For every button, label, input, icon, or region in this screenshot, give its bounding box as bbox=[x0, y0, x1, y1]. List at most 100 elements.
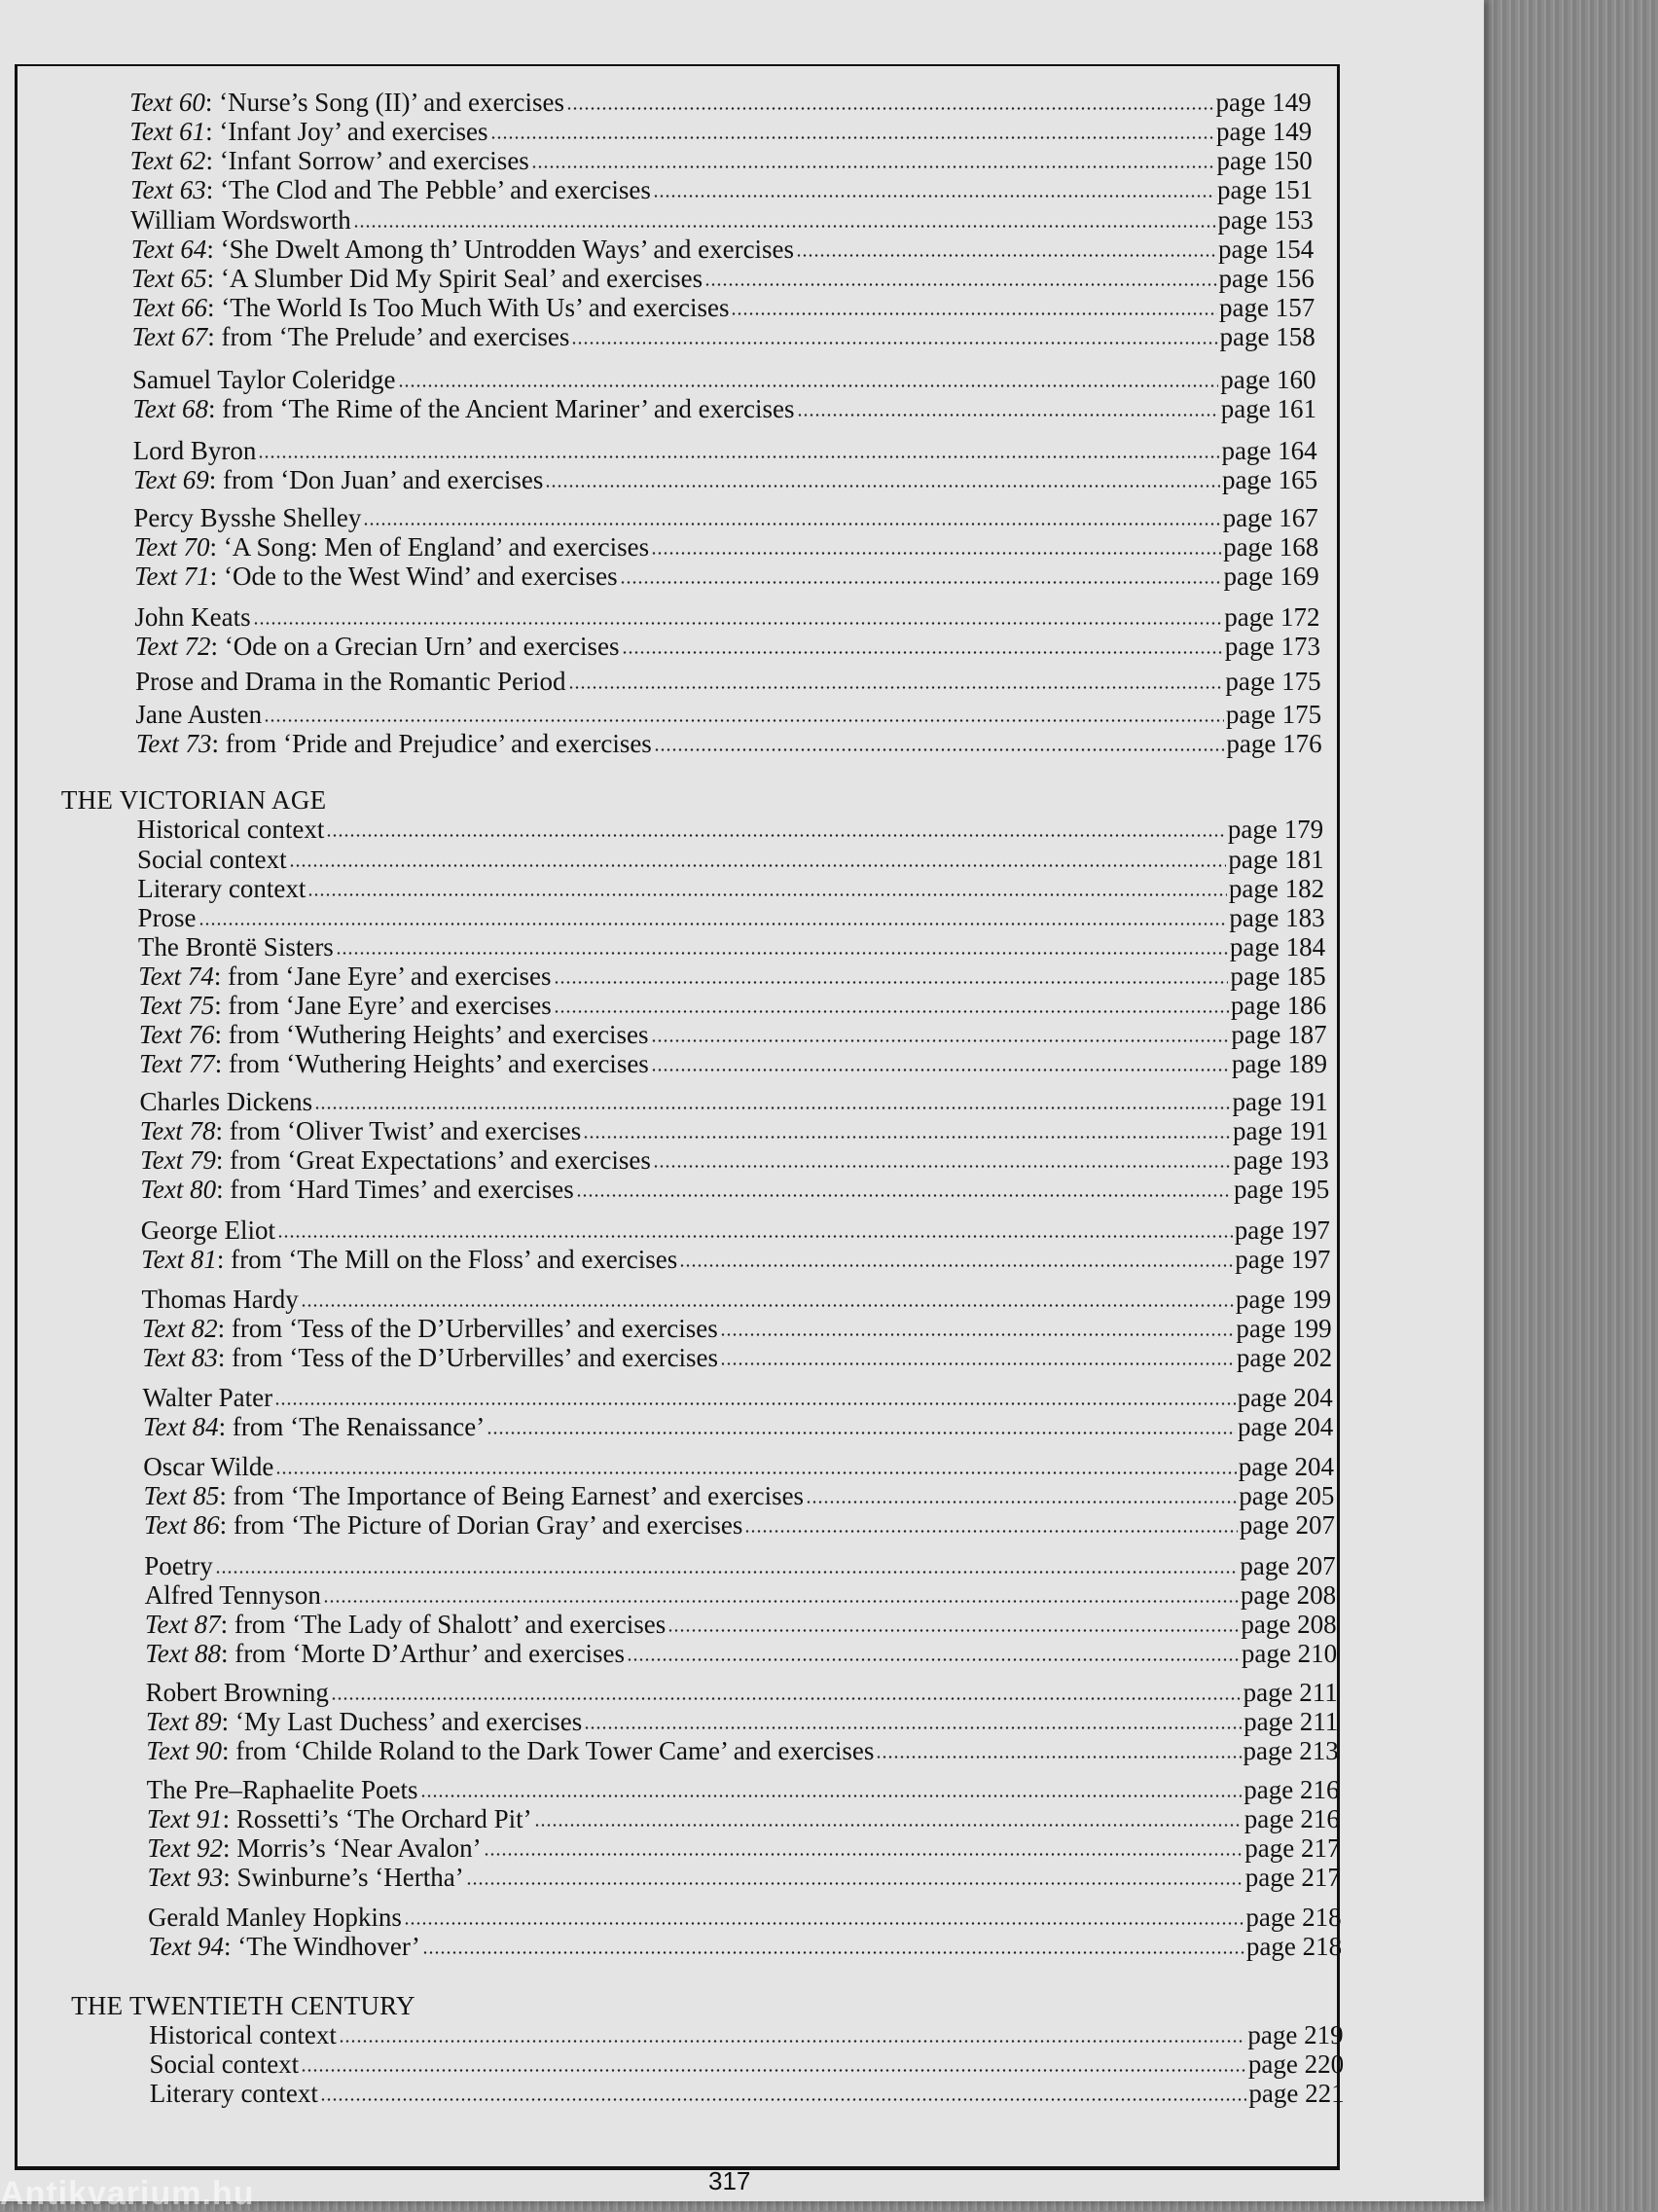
entry-page: page 208 bbox=[1240, 1579, 1337, 1610]
toc-entry: Text 85: from ‘The Importance of Being E… bbox=[144, 1482, 1335, 1509]
dot-leader bbox=[679, 1263, 1234, 1267]
dot-leader bbox=[731, 312, 1217, 316]
dot-leader bbox=[619, 581, 1222, 585]
entry-title: : ‘The Clod and The Pebble’ and exercise… bbox=[205, 174, 651, 204]
entry-title: : from ‘Morte D’Arthur’ and exercises bbox=[220, 1638, 626, 1668]
entry-title: : from ‘The Rime of the Ancient Mariner’… bbox=[208, 394, 795, 424]
entry-page: page 216 bbox=[1244, 1804, 1340, 1834]
dot-leader bbox=[744, 1530, 1238, 1534]
entry-page: page 149 bbox=[1216, 116, 1313, 146]
entry-page: page 165 bbox=[1221, 464, 1318, 494]
text-number: Text 81 bbox=[141, 1244, 217, 1274]
dot-leader bbox=[264, 718, 1224, 722]
entry-title: : ‘Nurse’s Song (II)’ and exercises bbox=[204, 87, 564, 117]
entry-page: page 208 bbox=[1241, 1609, 1337, 1639]
toc-entry: Text 70: ‘A Song: Men of England’ and ex… bbox=[134, 533, 1319, 561]
entry-title: : Morris’s ‘Near Avalon’ bbox=[222, 1833, 482, 1864]
entry-page: page 168 bbox=[1223, 532, 1319, 562]
dot-leader bbox=[652, 194, 1215, 198]
text-number: Text 61 bbox=[129, 116, 206, 146]
entry-title: : Swinburne’s ‘Hertha’ bbox=[223, 1863, 464, 1893]
toc-entry: Literary context page 221 bbox=[150, 2080, 1345, 2107]
text-number: Text 88 bbox=[145, 1638, 221, 1668]
entry-title: Thomas Hardy bbox=[141, 1284, 299, 1314]
entry-title: : from ‘Childe Roland to the Dark Tower … bbox=[221, 1736, 875, 1766]
entry-page: page 154 bbox=[1218, 235, 1315, 265]
toc-entry: Literary context page 182 bbox=[137, 875, 1324, 902]
dot-leader bbox=[319, 2097, 1247, 2101]
entry-page: page 199 bbox=[1235, 1284, 1332, 1314]
entry-title: : ‘My Last Duchess’ and exercises bbox=[221, 1707, 583, 1737]
toc-entry: Text 65: ‘A Slumber Did My Spirit Seal’ … bbox=[131, 265, 1315, 292]
toc-entry: Alfred Tennyson page 208 bbox=[145, 1581, 1337, 1609]
toc-entry: William Wordsworth page 153 bbox=[130, 206, 1313, 234]
dot-leader bbox=[650, 1068, 1230, 1071]
entry-page: page 176 bbox=[1226, 728, 1322, 758]
text-number: Text 72 bbox=[134, 631, 211, 661]
entry-page: page 185 bbox=[1230, 961, 1326, 991]
entry-page: page 217 bbox=[1244, 1833, 1341, 1864]
entry-page: page 182 bbox=[1228, 873, 1325, 903]
toc-entry: Text 80: from ‘Hard Times’ and exercises… bbox=[140, 1176, 1329, 1203]
section-heading: THE VICTORIAN AGE bbox=[60, 785, 327, 816]
toc-entry: Social context page 181 bbox=[137, 846, 1324, 873]
entry-title: : ‘Ode on a Grecian Urn’ and exercises bbox=[210, 631, 620, 661]
dot-leader bbox=[583, 1136, 1232, 1140]
dot-leader bbox=[214, 1570, 1239, 1574]
entry-page: page 173 bbox=[1224, 631, 1320, 661]
dot-leader bbox=[198, 922, 1228, 925]
entry-title: Prose bbox=[137, 902, 197, 932]
toc-entry: Text 88: from ‘Morte D’Arthur’ and exerc… bbox=[145, 1640, 1337, 1667]
dot-leader bbox=[575, 1194, 1232, 1198]
toc-entry: Walter Pater page 204 bbox=[143, 1384, 1333, 1411]
entry-title: George Eliot bbox=[140, 1215, 276, 1245]
toc-entry: Text 64: ‘She Dwelt Among th’ Untrodden … bbox=[131, 236, 1315, 263]
entry-title: : Rossetti’s ‘The Orchard Pit’ bbox=[222, 1804, 532, 1834]
entry-title: : from ‘Pride and Prejudice’ and exercis… bbox=[211, 728, 652, 758]
entry-page: page 191 bbox=[1232, 1087, 1328, 1117]
dot-leader bbox=[300, 1303, 1234, 1307]
toc-entry: Historical context page 219 bbox=[149, 2021, 1343, 2049]
dot-leader bbox=[314, 1106, 1231, 1110]
dot-leader bbox=[275, 1471, 1237, 1475]
dot-leader bbox=[403, 1921, 1244, 1925]
entry-page: page 217 bbox=[1244, 1863, 1341, 1893]
text-number: Text 65 bbox=[130, 264, 207, 294]
toc-entry: Gerald Manley Hopkins page 218 bbox=[148, 1904, 1342, 1931]
toc-entry: Charles Dickens page 191 bbox=[139, 1088, 1327, 1115]
entry-page: page 211 bbox=[1243, 1678, 1338, 1708]
toc-entry: John Keats page 172 bbox=[134, 603, 1319, 631]
entry-title: Poetry bbox=[144, 1550, 213, 1580]
toc-entry: The Brontë Sisters page 184 bbox=[138, 933, 1325, 961]
text-number: Text 76 bbox=[138, 1019, 215, 1049]
dot-leader bbox=[352, 225, 1216, 229]
toc-entry: Samuel Taylor Coleridge page 160 bbox=[132, 366, 1316, 393]
dot-leader bbox=[553, 980, 1229, 984]
entry-title: : ‘Ode to the West Wind’ and exercises bbox=[209, 562, 618, 592]
toc-entry: Text 89: ‘My Last Duchess’ and exercises… bbox=[146, 1708, 1338, 1735]
text-number: Text 68 bbox=[132, 394, 209, 424]
entry-page: page 187 bbox=[1231, 1019, 1327, 1049]
dot-leader bbox=[301, 2068, 1246, 2072]
entry-page: page 164 bbox=[1221, 435, 1317, 465]
text-number: Text 92 bbox=[147, 1833, 223, 1864]
dot-leader bbox=[565, 106, 1214, 110]
dot-leader bbox=[533, 1824, 1243, 1828]
entry-page: page 197 bbox=[1234, 1215, 1330, 1245]
toc-entry: Text 69: from ‘Don Juan’ and exercises pa… bbox=[133, 466, 1317, 493]
entry-title: : from ‘The Importance of Being Earnest’… bbox=[219, 1481, 805, 1511]
text-number: Text 90 bbox=[146, 1736, 222, 1766]
text-number: Text 93 bbox=[147, 1863, 224, 1893]
toc-entry: The Pre–Raphaelite Poets page 216 bbox=[147, 1776, 1340, 1803]
entry-title: Prose and Drama in the Romantic Period bbox=[135, 667, 566, 697]
entry-title: Literary context bbox=[149, 2078, 318, 2108]
entry-title: Lord Byron bbox=[132, 435, 257, 465]
text-number: Text 86 bbox=[143, 1510, 220, 1541]
text-number: Text 67 bbox=[131, 322, 208, 352]
dot-leader bbox=[876, 1756, 1242, 1759]
entry-title: Literary context bbox=[137, 873, 306, 903]
entry-page: page 175 bbox=[1225, 667, 1321, 697]
toc-entry: Oscar Wilde page 204 bbox=[143, 1453, 1334, 1480]
entry-page: page 202 bbox=[1236, 1342, 1333, 1372]
toc-entry: Text 77: from ‘Wuthering Heights’ and ex… bbox=[139, 1050, 1327, 1077]
